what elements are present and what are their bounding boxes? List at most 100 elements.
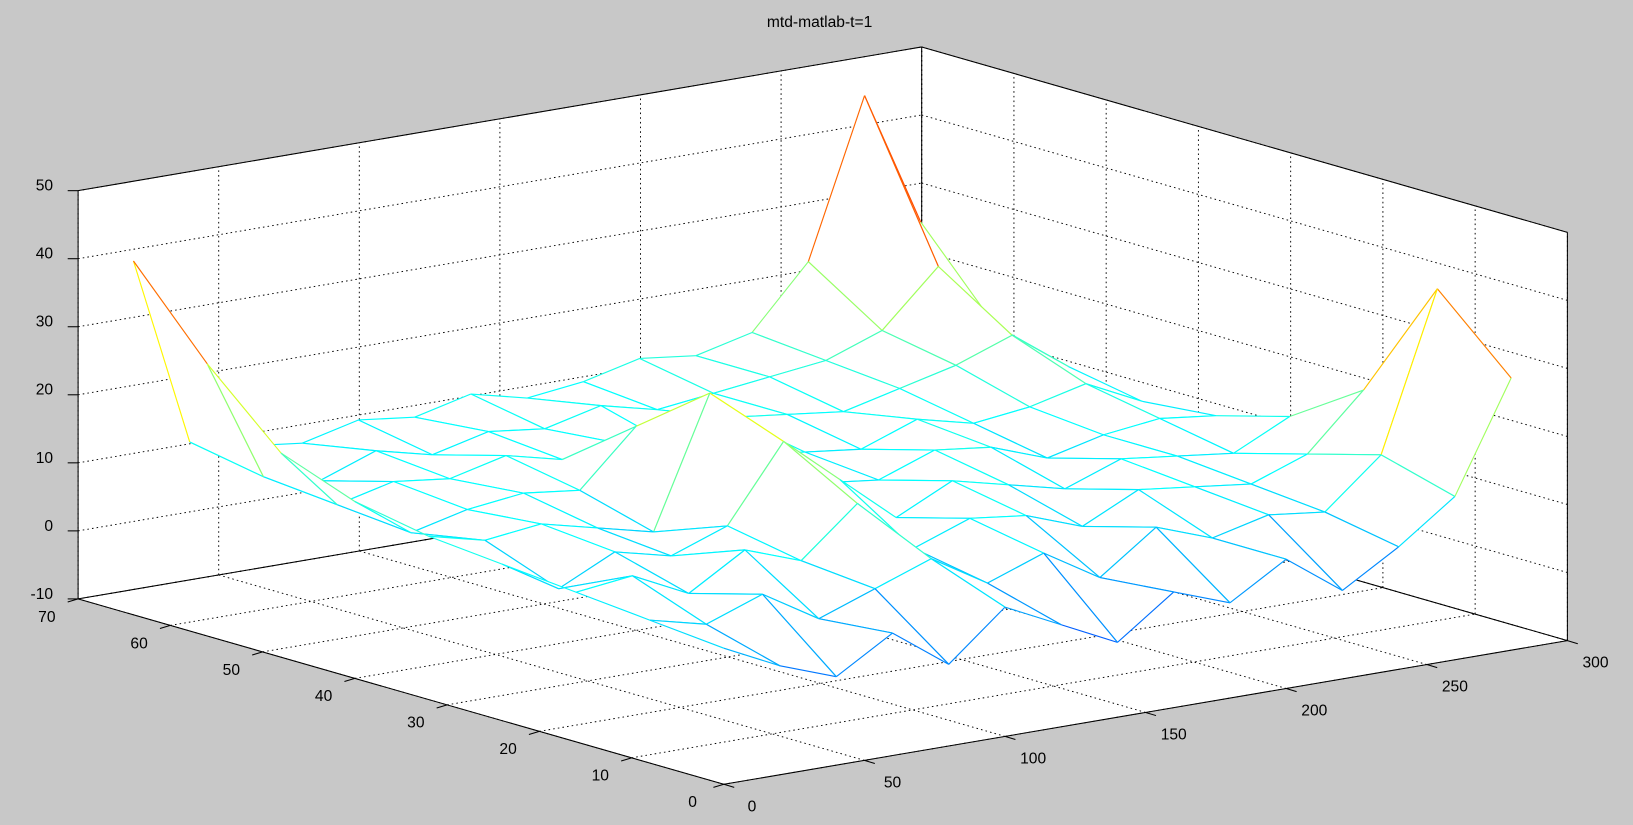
mesh-face (1212, 514, 1343, 591)
mesh-face (1251, 454, 1382, 513)
axis-edge (78, 46, 922, 192)
mesh-edge (1156, 526, 1213, 539)
mesh-face (787, 411, 918, 450)
mesh-edge (769, 376, 844, 413)
mesh-face (952, 480, 1083, 527)
y-tick (528, 730, 540, 735)
mesh-edge (558, 575, 633, 590)
mesh-face (393, 478, 524, 510)
mesh-face (428, 536, 559, 589)
mesh-edge (818, 618, 893, 634)
mesh-edge (930, 558, 988, 584)
mesh-face (991, 447, 1122, 489)
mesh-edge (1004, 606, 1062, 626)
mesh-edge (523, 489, 580, 494)
mesh-edge (1436, 288, 1512, 379)
mesh-edge (410, 508, 468, 534)
mesh-edge (579, 489, 654, 533)
x-tick (1286, 687, 1297, 693)
mesh-face (1008, 484, 1139, 527)
mesh-edge (727, 525, 802, 562)
mesh-edge (1085, 383, 1160, 420)
mesh-edge (576, 575, 633, 593)
mesh-face (1043, 553, 1174, 643)
mesh-edge (1043, 552, 1118, 643)
mesh-edge (467, 508, 542, 525)
mesh-edge (934, 446, 992, 451)
mesh-face (969, 515, 1100, 578)
mesh-edge (1085, 383, 1143, 402)
grid-line (78, 250, 922, 396)
mesh-edge (484, 523, 542, 541)
z-tick-label: 40 (36, 246, 54, 263)
mesh-face (375, 450, 506, 479)
mesh-edge (874, 588, 950, 665)
mesh-face (1103, 418, 1234, 457)
mesh-edge (1233, 452, 1308, 455)
mesh-edge (1268, 514, 1343, 591)
mesh-face (931, 558, 1062, 625)
mesh-edge (132, 260, 208, 365)
mesh-edge (375, 450, 450, 480)
mesh-edge (751, 331, 827, 362)
mesh-edge (632, 575, 689, 595)
mesh-face (1194, 484, 1325, 515)
mesh-edge (835, 632, 893, 678)
mesh-face (337, 481, 468, 533)
mesh-edge (990, 446, 1066, 490)
grid-line (78, 182, 922, 328)
mesh-edge (955, 334, 1013, 366)
mesh-edge (1306, 389, 1364, 455)
y-tick-label: 70 (38, 609, 56, 626)
mesh-edge (881, 266, 939, 331)
mesh-edge (723, 647, 781, 667)
y-tick (344, 677, 355, 682)
mesh-edge (1011, 334, 1069, 368)
mesh-edge (804, 448, 862, 453)
mesh-edge (874, 558, 932, 590)
mesh-edge (705, 623, 781, 667)
mesh-edge (1398, 496, 1456, 548)
chart-title: mtd-matlab-t=1 (767, 14, 872, 31)
mesh-edge (1043, 552, 1101, 579)
mesh-edge (1138, 486, 1195, 491)
mesh-edge (695, 355, 770, 378)
mesh-face (987, 553, 1118, 643)
mesh-edge (558, 551, 616, 590)
mesh-face (1307, 288, 1438, 455)
mesh-edge (393, 478, 450, 483)
mesh-edge (930, 558, 1006, 608)
mesh-face (713, 376, 844, 415)
mesh-face (411, 509, 542, 541)
mesh-edge (892, 632, 950, 665)
mesh-edge (206, 363, 265, 477)
mesh-edge (319, 480, 394, 483)
y-tick (713, 783, 724, 788)
mesh-face (614, 549, 745, 594)
axis-edge (921, 46, 1568, 233)
mesh-edge (1454, 377, 1512, 497)
mesh-edge (1342, 546, 1400, 591)
mesh-edge (860, 448, 935, 451)
mesh-face (808, 95, 939, 331)
mesh-edge (1194, 483, 1252, 488)
mesh-face (1121, 456, 1252, 487)
mesh-edge (1029, 383, 1087, 408)
mesh-edge (1307, 453, 1382, 456)
mesh-edge (952, 480, 1027, 517)
mesh-edge (969, 517, 1044, 554)
mesh-edge (526, 381, 584, 399)
mesh-edge (1099, 526, 1157, 579)
mesh-edge (787, 411, 844, 416)
mesh-edge (614, 551, 689, 594)
mesh-face (671, 525, 802, 561)
mesh-edge (990, 446, 1048, 459)
mesh-face (579, 393, 710, 532)
mesh-face (432, 431, 563, 460)
mesh-edge (1064, 488, 1139, 491)
mesh-edge (393, 480, 468, 511)
mesh-face (899, 365, 1030, 424)
mesh-face (358, 417, 489, 455)
mesh-edge (488, 428, 545, 433)
mesh-edge (1117, 591, 1175, 643)
